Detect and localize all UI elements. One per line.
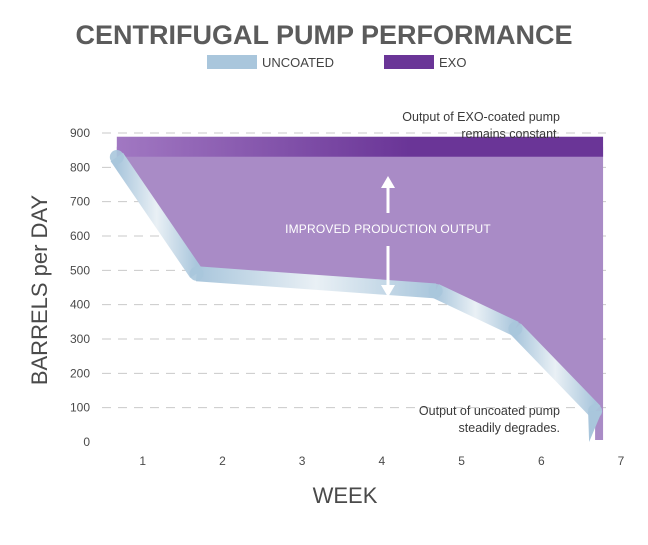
y-tick-label: 0 bbox=[83, 435, 90, 449]
legend: UNCOATED EXO bbox=[207, 55, 466, 70]
x-tick-label: 1 bbox=[139, 454, 146, 468]
x-axis-ticks: 1 2 3 4 5 6 7 bbox=[139, 454, 624, 468]
y-tick-label: 300 bbox=[70, 332, 90, 346]
uncoated-note-line2: steadily degrades. bbox=[459, 421, 560, 435]
exo-note-line1: Output of EXO-coated pump bbox=[402, 110, 560, 124]
uncoated-segment bbox=[195, 266, 437, 299]
arrow-head-down bbox=[381, 285, 395, 297]
x-tick-label: 6 bbox=[538, 454, 545, 468]
uncoated-point bbox=[109, 150, 124, 165]
x-tick-label: 2 bbox=[219, 454, 226, 468]
y-tick-label: 900 bbox=[70, 126, 90, 140]
uncoated-point bbox=[189, 266, 204, 281]
y-tick-label: 700 bbox=[70, 195, 90, 209]
y-tick-label: 400 bbox=[70, 298, 90, 312]
legend-label-exo: EXO bbox=[439, 55, 466, 70]
y-tick-label: 600 bbox=[70, 229, 90, 243]
uncoated-endpoint bbox=[588, 411, 603, 442]
y-tick-label: 500 bbox=[70, 263, 90, 277]
y-tick-label: 800 bbox=[70, 160, 90, 174]
improvement-arrow bbox=[381, 176, 395, 297]
legend-swatch-exo bbox=[384, 55, 434, 69]
x-tick-label: 4 bbox=[379, 454, 386, 468]
uncoated-point bbox=[508, 321, 523, 336]
arrow-head-up bbox=[381, 176, 395, 188]
uncoated-series-line bbox=[109, 150, 603, 442]
uncoated-note-line1: Output of uncoated pump bbox=[419, 404, 560, 418]
exo-series-band bbox=[116, 136, 604, 157]
exo-note-line2: remains constant. bbox=[461, 127, 560, 141]
uncoated-segment bbox=[509, 323, 601, 417]
uncoated-segment bbox=[110, 152, 203, 278]
plot-area bbox=[109, 136, 604, 442]
y-tick-label: 100 bbox=[70, 401, 90, 415]
legend-swatch-uncoated bbox=[207, 55, 257, 69]
chart-title: CENTRIFUGAL PUMP PERFORMANCE bbox=[75, 20, 572, 50]
improvement-label: IMPROVED PRODUCTION OUTPUT bbox=[285, 222, 491, 236]
uncoated-segment bbox=[432, 284, 519, 336]
improvement-area bbox=[116, 146, 604, 440]
legend-label-uncoated: UNCOATED bbox=[262, 55, 334, 70]
y-axis-title: BARRELS per DAY bbox=[27, 195, 52, 386]
uncoated-point bbox=[428, 283, 443, 298]
y-axis-ticks: 0 100 200 300 400 500 600 700 800 900 bbox=[70, 126, 90, 449]
x-tick-label: 5 bbox=[458, 454, 465, 468]
y-tick-label: 200 bbox=[70, 366, 90, 380]
x-axis-title: WEEK bbox=[313, 483, 378, 508]
x-tick-label: 3 bbox=[299, 454, 306, 468]
annotations: Output of EXO-coated pump remains consta… bbox=[285, 110, 560, 435]
x-tick-label: 7 bbox=[618, 454, 625, 468]
